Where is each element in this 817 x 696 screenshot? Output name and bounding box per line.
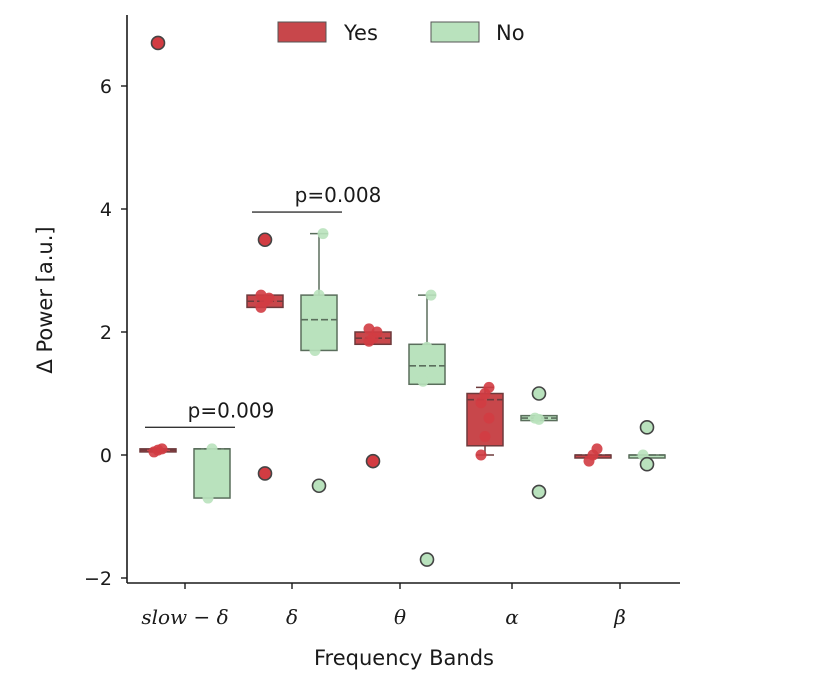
outlier-point [365,453,381,469]
data-point [156,443,168,455]
plot-area: p=0.009 p=0.008 [139,35,666,567]
x-tick-label: α [505,605,519,629]
legend-label-yes: Yes [343,21,378,45]
outlier-point [419,552,435,567]
outlier-point [257,466,273,481]
outlier-point [311,478,327,494]
data-point [475,397,487,409]
legend-label-no: No [496,21,525,45]
significance-label: p=0.008 [295,183,382,207]
box-no [300,294,338,352]
box-no [193,448,231,499]
data-point [533,413,545,425]
data-point [479,431,491,443]
data-point [421,341,433,353]
legend-swatch-yes [277,21,327,43]
data-point [313,289,325,301]
data-point [309,344,321,356]
outlier-point [531,484,547,500]
data-point [255,289,267,301]
x-tick-label: slow − δ [141,605,228,629]
data-point [363,323,375,335]
outlier-point [531,386,547,401]
y-tick-label: 0 [100,445,112,467]
data-point [317,228,329,240]
data-point [206,443,218,455]
y-axis-title: Δ Power [a.u.] [33,226,57,373]
x-tick-label: δ [286,605,298,629]
y-tick-label: 6 [100,76,112,98]
data-point [475,449,487,461]
data-point [483,412,495,424]
data-point [483,381,495,393]
y-tick-label: 4 [100,199,112,221]
data-point [417,375,429,387]
outlier-point [150,35,166,51]
x-tick-label: β [613,605,626,629]
legend-swatch-no [430,21,480,43]
outlier-point [639,420,655,435]
x-axis-title: Frequency Bands [314,646,494,670]
x-tick-label: θ [394,605,406,629]
data-point [202,492,214,504]
axes: −2 0 2 4 6 slow − δ δ θ α β [84,15,680,629]
y-tick-label: 2 [100,322,112,344]
legend: Yes No [277,21,525,45]
data-point [591,443,603,455]
outlier-point [257,232,273,248]
y-tick-label: −2 [84,568,112,590]
outlier-point [639,456,655,472]
significance-label: p=0.009 [188,398,275,422]
data-point [425,289,437,301]
